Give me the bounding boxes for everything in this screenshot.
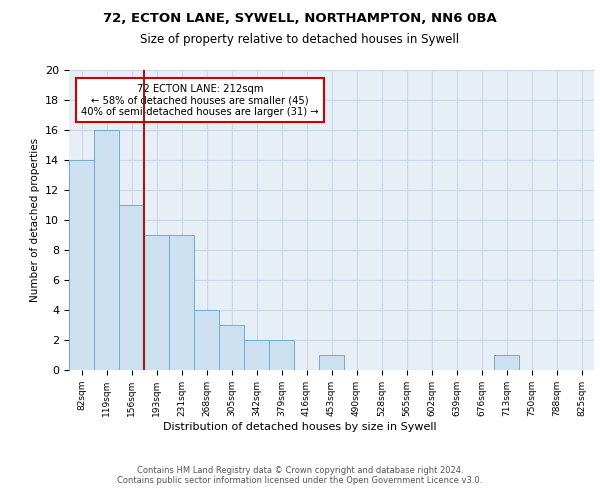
Text: Size of property relative to detached houses in Sywell: Size of property relative to detached ho…	[140, 32, 460, 46]
Bar	[494, 355, 519, 370]
Y-axis label: Number of detached properties: Number of detached properties	[29, 138, 40, 302]
Bar	[169, 235, 194, 370]
Text: 72 ECTON LANE: 212sqm
← 58% of detached houses are smaller (45)
40% of semi-deta: 72 ECTON LANE: 212sqm ← 58% of detached …	[82, 84, 319, 116]
Text: Distribution of detached houses by size in Sywell: Distribution of detached houses by size …	[163, 422, 437, 432]
Bar	[319, 355, 344, 370]
Bar	[144, 235, 169, 370]
Bar	[119, 205, 144, 370]
Bar	[219, 325, 244, 370]
Bar	[69, 160, 94, 370]
Bar	[194, 310, 219, 370]
Bar	[94, 130, 119, 370]
Bar	[244, 340, 269, 370]
Text: 72, ECTON LANE, SYWELL, NORTHAMPTON, NN6 0BA: 72, ECTON LANE, SYWELL, NORTHAMPTON, NN6…	[103, 12, 497, 26]
Text: Contains HM Land Registry data © Crown copyright and database right 2024.
Contai: Contains HM Land Registry data © Crown c…	[118, 466, 482, 485]
Bar	[269, 340, 294, 370]
